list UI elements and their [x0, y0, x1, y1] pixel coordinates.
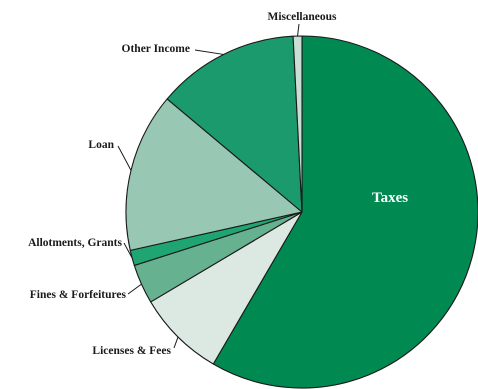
slice-label-other-income: Other Income: [122, 43, 190, 55]
pie-slices: [125, 35, 478, 389]
slice-label-loan: Loan: [88, 139, 114, 151]
pie-slice-loan: [125, 98, 303, 251]
pie-slice-other-income: [166, 35, 303, 213]
pie-slice-taxes: [212, 35, 478, 389]
leader-line-licenses-fees: [173, 336, 179, 349]
leader-line-miscellaneous: [297, 23, 300, 37]
leader-line-fines-forfeitures: [127, 283, 142, 295]
slice-label-allotments-grants: Allotments, Grants: [28, 237, 122, 249]
leader-line-other-income: [194, 49, 224, 55]
leader-line-allotments-grants: [123, 242, 133, 259]
label-leader-lines: [117, 23, 300, 349]
slice-label-licenses-fees: Licenses & Fees: [92, 345, 171, 357]
slice-label-fines-forfeitures: Fines & Forfeitures: [30, 289, 127, 301]
slice-label-miscellaneous: Miscellaneous: [268, 11, 338, 23]
pie-slice-licenses-fees: [150, 211, 303, 365]
leader-line-loan: [117, 145, 132, 171]
slice-label-taxes: Taxes: [372, 190, 408, 206]
slice-labels: Taxes Licenses & Fees Fines & Forfeiture…: [28, 11, 408, 357]
